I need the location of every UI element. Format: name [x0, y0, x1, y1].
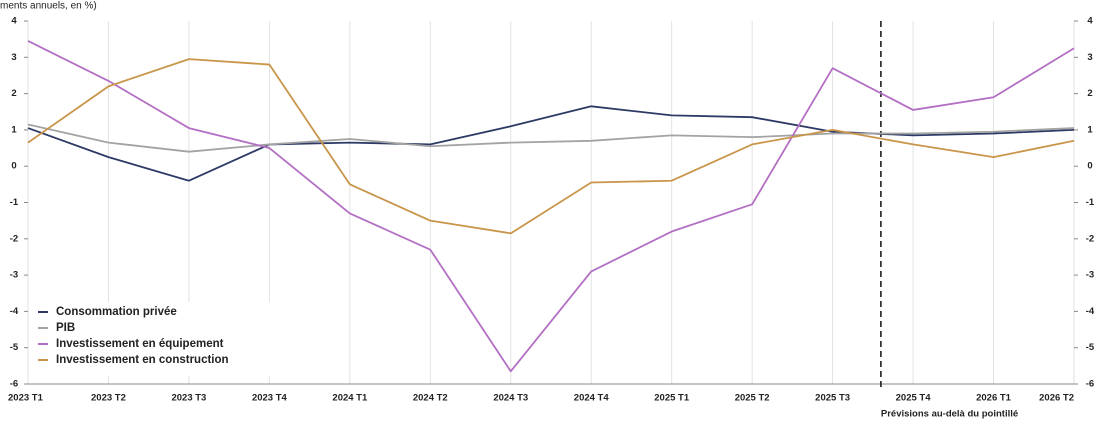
- y-tick-label: 3: [11, 52, 16, 63]
- y-tick-label: 0: [11, 161, 16, 172]
- y2-tick-label: -4: [1086, 306, 1095, 317]
- legend-label: Consommation privée: [56, 306, 177, 318]
- y-tick-label: 4: [11, 16, 17, 27]
- y2-tick-label: 0: [1087, 161, 1092, 172]
- x-tick-label: 2023 T2: [91, 393, 126, 404]
- y-tick-label: -4: [10, 306, 19, 317]
- annotation: Prévisions au-delà du pointillé: [881, 409, 1018, 420]
- x-tick-label: 2024 T1: [332, 393, 368, 404]
- legend-label: Investissement en construction: [56, 354, 229, 366]
- y2-tick-label: 3: [1087, 52, 1092, 63]
- y2-tick-label: 4: [1087, 16, 1093, 27]
- x-tick-label: 2025 T2: [735, 393, 770, 404]
- x-tick-label: 2024 T3: [493, 393, 528, 404]
- legend-box: [30, 302, 280, 376]
- x-tick-label: 2023 T1: [8, 393, 44, 404]
- x-tick-label: 2025 T4: [896, 393, 932, 404]
- y-tick-label: -5: [10, 342, 19, 353]
- y-tick-label: -3: [10, 270, 18, 281]
- y2-tick-label: -6: [1086, 379, 1094, 390]
- x-tick-label: 2025 T1: [654, 393, 690, 404]
- chart-subtitle: ments annuels, en %): [0, 1, 97, 12]
- series-line: [27, 58, 1075, 235]
- legend-label: PIB: [56, 322, 75, 334]
- y2-tick-label: -2: [1086, 233, 1094, 244]
- x-tick-label: 2025 T3: [815, 393, 850, 404]
- x-tick-label: 2026 T2: [1039, 393, 1074, 404]
- y-tick-label: 2: [11, 88, 16, 99]
- series-line: [27, 105, 1075, 182]
- y2-tick-label: -1: [1086, 197, 1095, 208]
- y-tick-label: -6: [10, 379, 18, 390]
- y-tick-label: -2: [10, 233, 18, 244]
- x-tick-label: 2024 T2: [413, 393, 448, 404]
- series-line: [27, 40, 1075, 373]
- legend-label: Investissement en équipement: [56, 338, 224, 350]
- x-tick-label: 2026 T1: [976, 393, 1012, 404]
- y2-tick-label: -5: [1086, 342, 1095, 353]
- y2-tick-label: 2: [1087, 88, 1092, 99]
- y2-tick-label: -3: [1086, 270, 1094, 281]
- series-line: [27, 123, 1075, 153]
- x-tick-label: 2024 T4: [574, 393, 610, 404]
- y-tick-label: -1: [10, 197, 19, 208]
- x-tick-label: 2023 T4: [252, 393, 288, 404]
- y2-tick-label: 1: [1087, 124, 1093, 135]
- x-tick-label: 2023 T3: [171, 393, 206, 404]
- y-tick-label: 1: [11, 124, 17, 135]
